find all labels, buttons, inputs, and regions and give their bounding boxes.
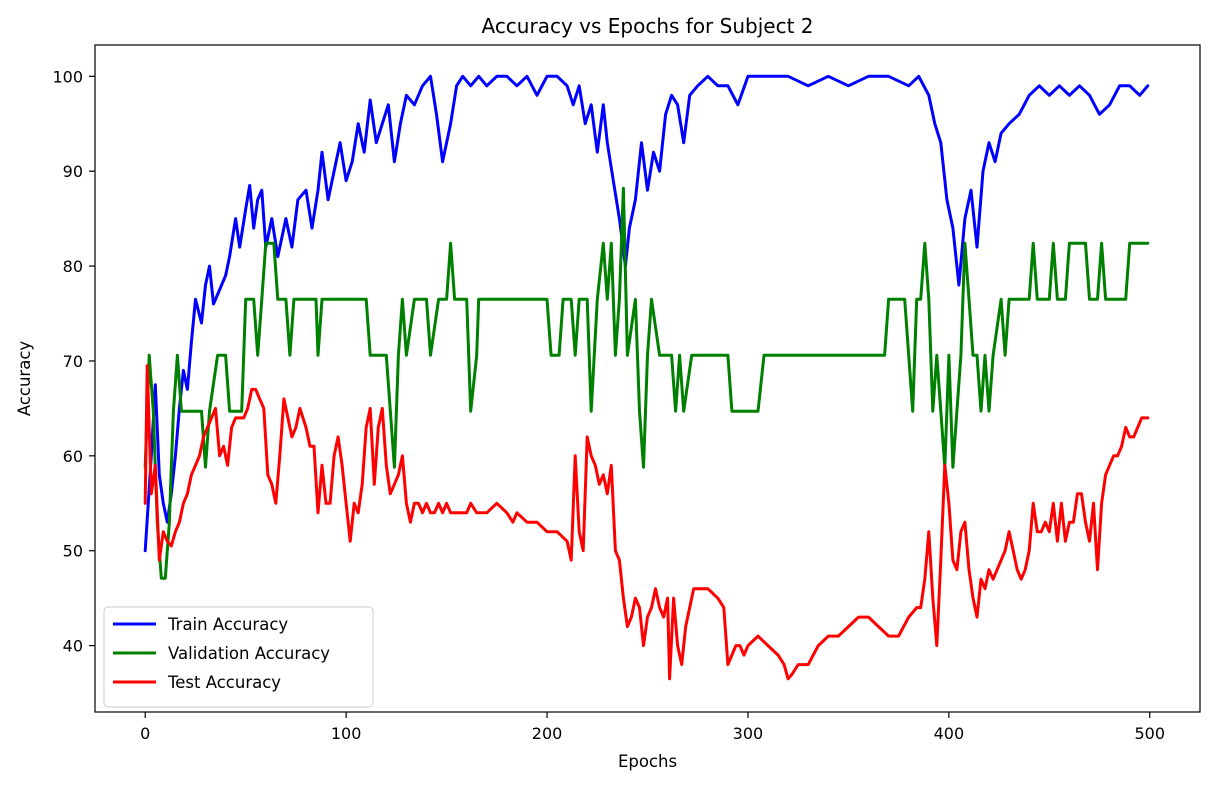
chart-title: Accuracy vs Epochs for Subject 2 bbox=[481, 14, 813, 38]
legend-box bbox=[103, 606, 374, 708]
y-tick-label: 70 bbox=[63, 352, 83, 371]
x-tick-label: 200 bbox=[532, 724, 563, 743]
y-axis-title: Accuracy bbox=[15, 341, 34, 417]
x-tick-label: 300 bbox=[733, 724, 764, 743]
series-line-1 bbox=[143, 186, 1150, 580]
plot-frame bbox=[94, 44, 1201, 713]
x-tick-label: 0 bbox=[140, 724, 150, 743]
series-lines bbox=[143, 74, 1150, 681]
x-tick-label: 100 bbox=[331, 724, 362, 743]
y-tick-label: 80 bbox=[63, 257, 83, 276]
y-tick-label: 40 bbox=[63, 637, 83, 656]
y-tick-label: 90 bbox=[63, 162, 83, 181]
y-tick-label: 100 bbox=[52, 67, 83, 86]
legend-label: Test Accuracy bbox=[167, 673, 281, 692]
x-axis-ticks: 0 100 200 300 400 500 bbox=[140, 712, 1165, 743]
x-tick-label: 500 bbox=[1134, 724, 1165, 743]
legend-label: Validation Accuracy bbox=[168, 644, 330, 663]
x-tick-label: 400 bbox=[934, 724, 965, 743]
series-line-2 bbox=[143, 364, 1150, 681]
x-axis-title: Epochs bbox=[618, 752, 677, 771]
legend: Train Accuracy Validation Accuracy Test Ac… bbox=[103, 606, 374, 708]
series-line-0 bbox=[143, 74, 1150, 553]
legend-label: Train Accuracy bbox=[167, 615, 288, 634]
y-tick-label: 60 bbox=[63, 447, 83, 466]
y-axis-ticks: 40 50 60 70 80 90 100 bbox=[52, 67, 95, 656]
y-tick-label: 50 bbox=[63, 542, 83, 561]
